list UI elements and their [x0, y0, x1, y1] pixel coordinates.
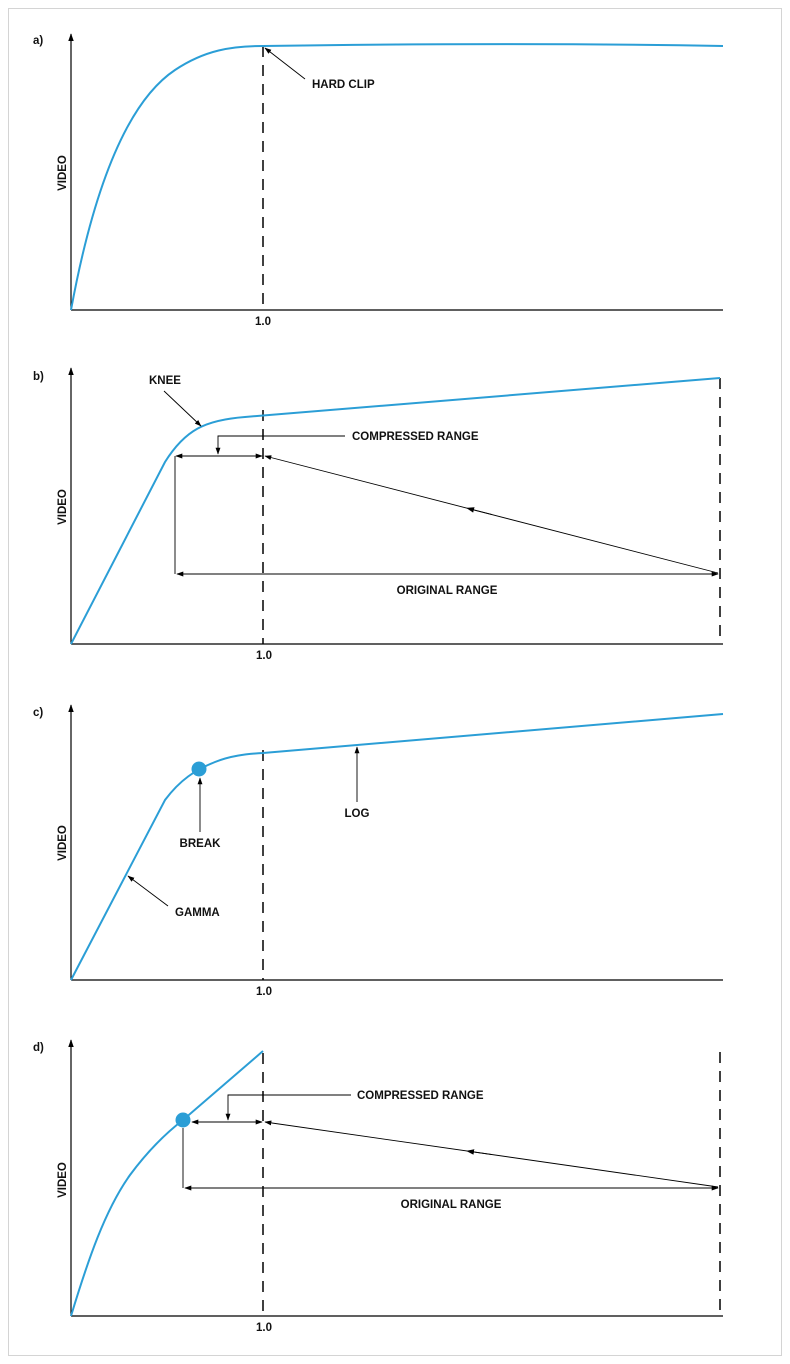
- panel-c-gamma-arrow: [127, 875, 169, 907]
- panel-c-y-label: VIDEO: [57, 825, 69, 861]
- panel-d: d) VIDEO 1.0 COMPRESSED RANGE ORIGINAL R…: [33, 1039, 723, 1334]
- panel-c-break-point: [191, 761, 207, 777]
- panel-c-curve: [70, 713, 724, 981]
- panel-a-y-label: VIDEO: [57, 155, 69, 191]
- panel-d-y-label: VIDEO: [57, 1162, 69, 1198]
- panel-a-hard-clip-arrow: [264, 47, 306, 80]
- panel-d-curve: [70, 1050, 264, 1317]
- panel-b: b) VIDEO 1.0 KNEE COMPRESSED RANGE ORIGI…: [33, 367, 723, 662]
- panel-d-tick-1: 1.0: [256, 1322, 272, 1334]
- panel-b-compressed-range-leader: [215, 435, 345, 455]
- panel-a-curve: [70, 43, 724, 311]
- figure-frame: [8, 8, 782, 1356]
- panel-a-letter: a): [33, 35, 43, 47]
- panel-a: a) VIDEO 1.0 HARD CLIP: [33, 33, 724, 328]
- panel-b-original-range-label: ORIGINAL RANGE: [397, 585, 498, 597]
- panel-c: c) VIDEO 1.0 BREAK LOG GAMMA: [33, 704, 724, 998]
- panel-b-tick-1: 1.0: [256, 650, 272, 662]
- panel-b-knee-label: KNEE: [149, 375, 181, 387]
- panel-d-compressed-range-leader: [225, 1094, 351, 1121]
- panel-d-letter: d): [33, 1042, 44, 1054]
- panel-c-letter: c): [33, 707, 43, 719]
- panel-c-tick-1: 1.0: [256, 986, 272, 998]
- panel-a-tick-1: 1.0: [255, 316, 271, 328]
- panel-d-knee-point: [175, 1112, 191, 1128]
- panel-b-knee-arrow: [163, 390, 202, 427]
- panel-b-mapping-arrow: [466, 507, 493, 516]
- panel-d-mapping-arrow: [466, 1149, 493, 1156]
- panel-c-log-label: LOG: [345, 808, 370, 820]
- panel-c-gamma-label: GAMMA: [175, 907, 220, 919]
- panel-d-compressed-range-label: COMPRESSED RANGE: [357, 1090, 484, 1102]
- panel-b-y-label: VIDEO: [57, 489, 69, 525]
- panel-b-letter: b): [33, 371, 44, 383]
- panel-b-compressed-range-label: COMPRESSED RANGE: [352, 431, 479, 443]
- panel-b-curve: [70, 377, 721, 645]
- panel-d-original-range-label: ORIGINAL RANGE: [401, 1199, 502, 1211]
- panel-c-break-label: BREAK: [180, 838, 222, 850]
- panel-a-hard-clip-label: HARD CLIP: [312, 79, 375, 91]
